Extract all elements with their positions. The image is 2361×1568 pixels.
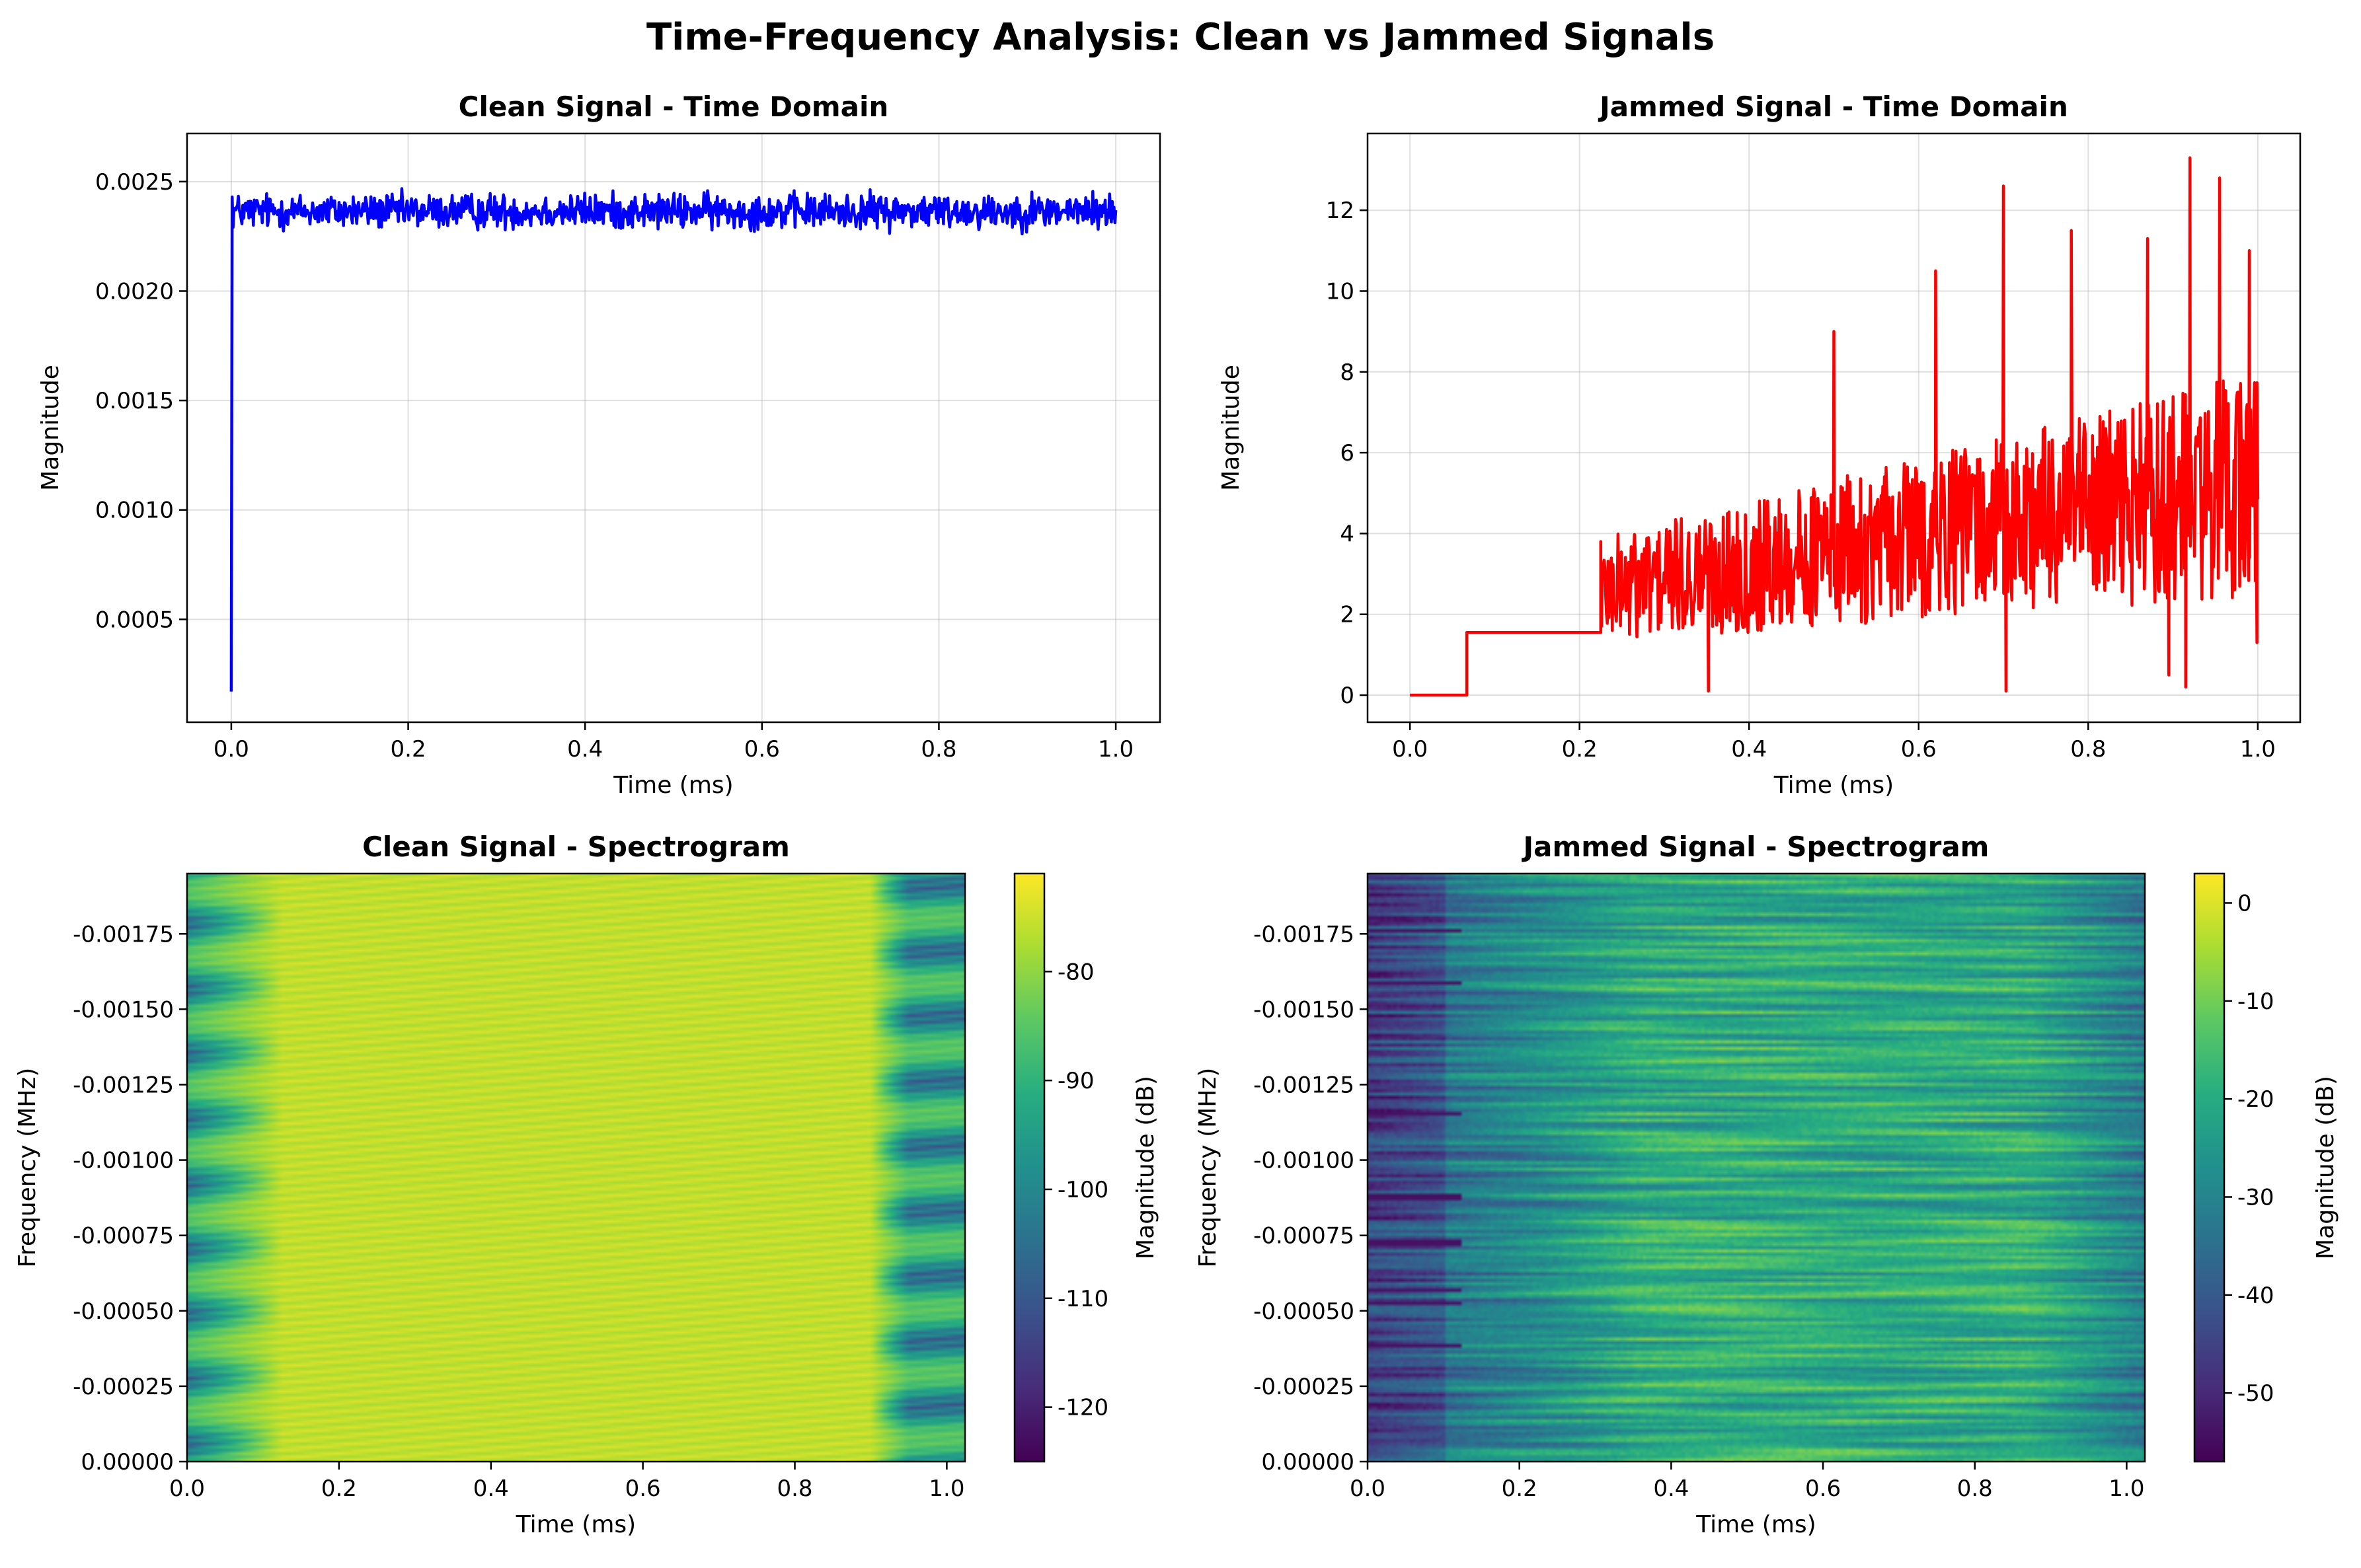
- panel-title: Jammed Signal - Spectrogram: [1522, 831, 1990, 863]
- x-tick-label: 0.4: [567, 736, 603, 763]
- y-tick-label: -0.00025: [73, 1374, 174, 1400]
- panel-jammed-time: 0.0 0.2 0.4 0.6 0.8 1.0 0 2 4 6 8 10 12 Jammed Signal…: [1218, 91, 2302, 799]
- x-tick-label: 0.8: [2070, 736, 2106, 763]
- panel-title: Clean Signal - Time Domain: [459, 91, 889, 123]
- y-axis-label: Frequency (MHz): [1194, 1068, 1221, 1268]
- x-tick-label: 1.0: [929, 1475, 964, 1502]
- x-axis-label: Time (ms): [516, 1511, 636, 1538]
- colorbar: [2194, 874, 2224, 1462]
- colorbar-tick-label: -50: [2237, 1380, 2274, 1407]
- x-tick-label: 0.4: [1731, 736, 1767, 763]
- y-tick-label: 0.0020: [95, 278, 174, 305]
- y-tick-label: 0: [1340, 683, 1354, 709]
- y-tick-label: 6: [1340, 440, 1354, 467]
- panel-jammed-spectrogram: 0.0 0.2 0.4 0.6 0.8 1.0 0.00000 -0.00025 -0.0005…: [1194, 831, 2339, 1538]
- x-tick-label: 1.0: [1098, 736, 1134, 763]
- colorbar-tick-label: -40: [2237, 1283, 2274, 1309]
- plot-frame: [1366, 872, 2146, 1463]
- x-tick-label: 0.4: [473, 1475, 509, 1502]
- x-tick-label: 0.0: [1392, 736, 1428, 763]
- colorbar-label: Magnitude (dB): [2312, 1076, 2339, 1259]
- colorbar-tick-label: -100: [1058, 1177, 1108, 1203]
- x-tick-label: 1.0: [2109, 1475, 2144, 1502]
- colorbar-tick-label: -10: [2237, 989, 2274, 1015]
- x-tick-label: 1.0: [2240, 736, 2276, 763]
- x-tick-label: 0.0: [213, 736, 249, 763]
- y-axis-label: Frequency (MHz): [14, 1068, 41, 1268]
- y-tick-label: -0.00125: [73, 1072, 174, 1098]
- y-tick-label: 12: [1326, 198, 1354, 224]
- y-tick-label: 0.00000: [1261, 1449, 1354, 1475]
- y-tick-label: 0.0005: [95, 607, 174, 633]
- y-tick-label: -0.00050: [1253, 1298, 1354, 1325]
- panel-clean-spectrogram: 0.0 0.2 0.4 0.6 0.8 1.0 0.00000 -0.00025 -0.0005…: [14, 831, 1159, 1538]
- y-tick-label: -0.00050: [73, 1298, 174, 1325]
- x-tick-label: 0.0: [169, 1475, 205, 1502]
- colorbar-tick-label: -30: [2237, 1185, 2274, 1211]
- colorbar-tick-label: 0: [2237, 891, 2252, 917]
- y-tick-label: -0.00100: [1253, 1148, 1354, 1174]
- x-tick-label: 0.2: [391, 736, 426, 763]
- y-tick-label: -0.00150: [1253, 996, 1354, 1023]
- y-tick-label: -0.00125: [1253, 1072, 1354, 1098]
- plot-frame: [1366, 132, 2302, 724]
- y-tick-label: -0.00100: [73, 1148, 174, 1174]
- x-tick-label: 0.6: [625, 1475, 661, 1502]
- y-tick-label: 2: [1340, 602, 1354, 628]
- panel-title: Clean Signal - Spectrogram: [362, 831, 790, 863]
- colorbar-tick-label: -90: [1058, 1068, 1095, 1094]
- y-tick-label: -0.00150: [73, 996, 174, 1023]
- y-tick-label: 10: [1326, 278, 1354, 305]
- y-tick-label: -0.00075: [1253, 1223, 1354, 1250]
- figure-title: Time-Frequency Analysis: Clean vs Jammed…: [646, 16, 1715, 59]
- x-tick-label: 0.8: [777, 1475, 812, 1502]
- y-axis-label: Magnitude: [37, 365, 64, 491]
- plot-frame: [186, 872, 966, 1463]
- y-tick-label: 0.0025: [95, 169, 174, 196]
- colorbar-label: Magnitude (dB): [1132, 1076, 1159, 1259]
- colorbar-frame: [2193, 872, 2226, 1463]
- colorbar-tick-label: -110: [1058, 1286, 1108, 1312]
- y-tick-label: 0.0010: [95, 498, 174, 524]
- y-tick-label: -0.00075: [73, 1223, 174, 1250]
- panel-title: Jammed Signal - Time Domain: [1598, 91, 2068, 123]
- colorbar-tick-label: -20: [2237, 1086, 2274, 1113]
- spectrogram-image: [187, 874, 965, 1462]
- x-tick-label: 0.6: [1805, 1475, 1841, 1502]
- x-tick-label: 0.8: [921, 736, 956, 763]
- y-tick-label: 0.0015: [95, 388, 174, 414]
- colorbar: [1015, 874, 1044, 1462]
- x-axis-label: Time (ms): [613, 772, 733, 799]
- colorbar-tick-label: -80: [1058, 959, 1095, 985]
- x-tick-label: 0.8: [1957, 1475, 1993, 1502]
- x-tick-label: 0.2: [1562, 736, 1598, 763]
- y-axis-label: Magnitude: [1218, 365, 1245, 491]
- spectrogram-image: [1368, 874, 2145, 1462]
- x-tick-label: 0.4: [1653, 1475, 1689, 1502]
- x-tick-label: 0.6: [1901, 736, 1937, 763]
- plot-frame: [186, 132, 1161, 724]
- y-tick-label: 0.00000: [81, 1449, 174, 1475]
- x-axis-label: Time (ms): [1695, 1511, 1816, 1538]
- y-tick-label: -0.00175: [1253, 921, 1354, 948]
- series-line: [1410, 156, 2260, 697]
- series-line: [229, 187, 1118, 692]
- y-tick-label: -0.00175: [73, 921, 174, 948]
- x-tick-label: 0.0: [1350, 1475, 1385, 1502]
- colorbar-frame: [1013, 872, 1046, 1463]
- x-axis-label: Time (ms): [1773, 772, 1894, 799]
- panel-clean-time: 0.0 0.2 0.4 0.6 0.8 1.0 0.0005 0.0010 0.0015 0.00…: [37, 91, 1161, 799]
- x-tick-label: 0.2: [321, 1475, 357, 1502]
- colorbar-tick-label: -120: [1058, 1395, 1108, 1421]
- y-tick-label: -0.00025: [1253, 1374, 1354, 1400]
- y-tick-label: 4: [1340, 521, 1354, 547]
- x-tick-label: 0.2: [1502, 1475, 1537, 1502]
- x-tick-label: 0.6: [744, 736, 780, 763]
- y-tick-label: 8: [1340, 359, 1354, 386]
